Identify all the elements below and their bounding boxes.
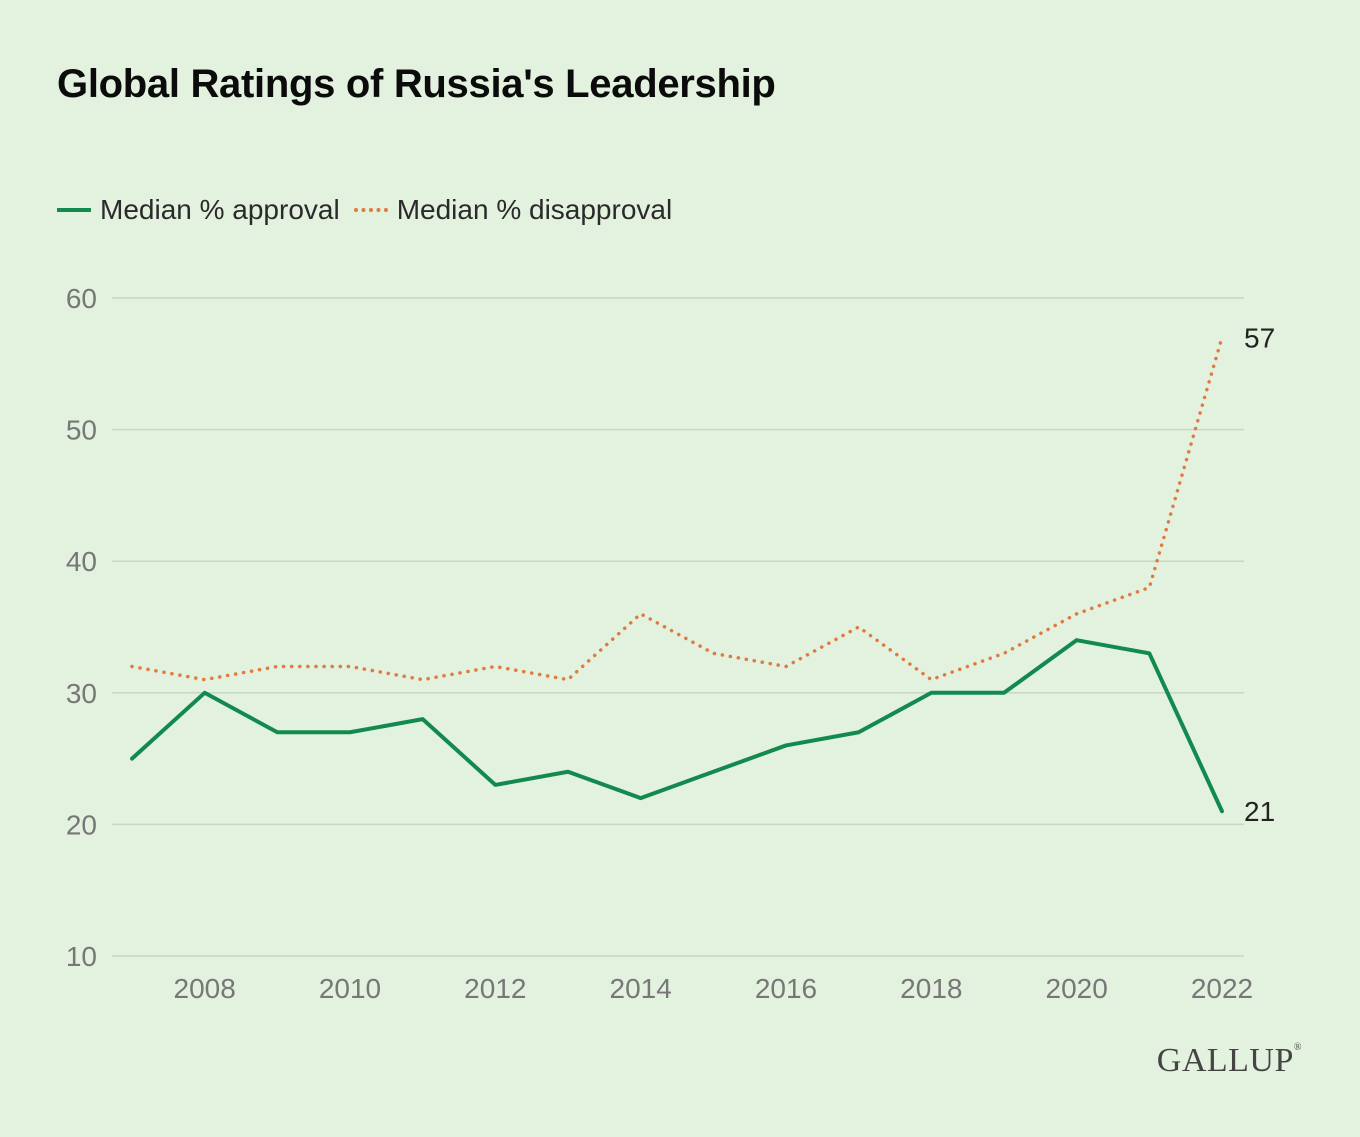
gallup-logo: GALLUP® bbox=[1156, 1042, 1302, 1079]
legend-label-approval: Median % approval bbox=[100, 194, 340, 225]
x-tick-label: 2018 bbox=[900, 973, 962, 1004]
y-tick-label: 40 bbox=[66, 546, 97, 577]
x-tick-label: 2022 bbox=[1191, 973, 1253, 1004]
series-line-approval bbox=[130, 638, 1224, 814]
x-tick-label: 2010 bbox=[319, 973, 381, 1004]
chart-title: Global Ratings of Russia's Leadership bbox=[57, 62, 776, 106]
x-tick-label: 2012 bbox=[464, 973, 526, 1004]
end-value-label: 57 bbox=[1244, 322, 1275, 353]
y-tick-label: 10 bbox=[66, 941, 97, 972]
x-tick-label: 2016 bbox=[755, 973, 817, 1004]
legend-swatch-disapproval bbox=[353, 208, 388, 212]
x-axis-ticks: 2008 2010 2012 2014 2016 2018 2020 2022 bbox=[174, 973, 1254, 1004]
legend-label-disapproval: Median % disapproval bbox=[396, 194, 673, 225]
legend-item-disapproval: Median % disapproval bbox=[353, 194, 673, 226]
end-value-label: 21 bbox=[1244, 796, 1275, 827]
x-tick-label: 2014 bbox=[610, 973, 672, 1004]
y-tick-label: 20 bbox=[66, 809, 97, 840]
y-tick-label: 60 bbox=[66, 283, 97, 314]
x-tick-label: 2008 bbox=[174, 973, 236, 1004]
x-tick-label: 2020 bbox=[1046, 973, 1108, 1004]
brand-text: GALLUP bbox=[1156, 1042, 1294, 1079]
series-lines bbox=[130, 335, 1224, 814]
legend-item-approval: Median % approval bbox=[57, 194, 340, 226]
end-labels: 21 57 bbox=[1244, 322, 1275, 827]
y-tick-label: 30 bbox=[66, 678, 97, 709]
series-line-disapproval bbox=[130, 335, 1224, 682]
legend: Median % approval Median % disapproval bbox=[57, 194, 686, 226]
legend-swatch-approval bbox=[57, 208, 91, 212]
y-tick-label: 50 bbox=[66, 415, 97, 446]
y-axis-ticks: 10 20 30 40 50 60 bbox=[66, 283, 97, 972]
gridlines bbox=[112, 297, 1244, 957]
